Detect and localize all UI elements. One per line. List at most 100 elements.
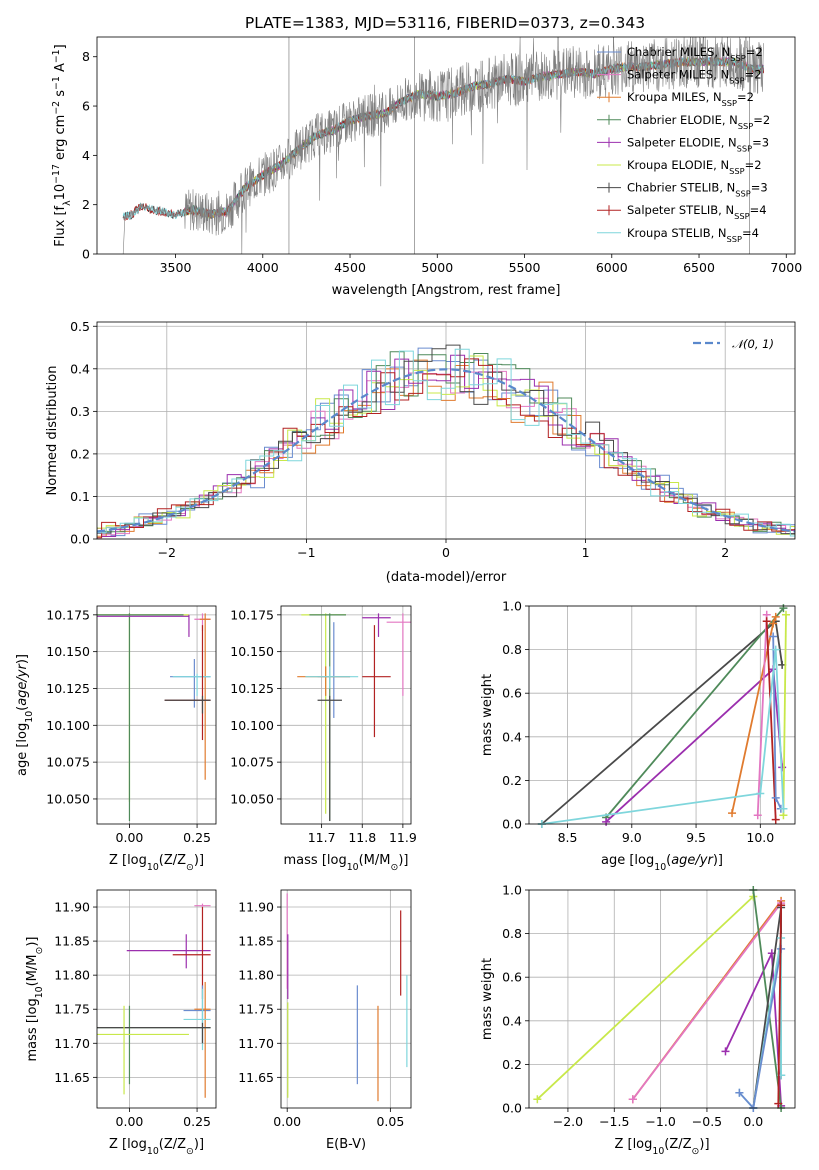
label-part: erg cm: [53, 115, 68, 164]
label-part: SSP: [730, 53, 745, 63]
label-part: )]: [699, 1137, 709, 1152]
tick-label-x: 0.0: [743, 1114, 763, 1129]
tick-label-y: 0.2: [502, 773, 522, 788]
tick-label-y: 0.1: [70, 489, 90, 504]
weight-series: [537, 604, 791, 828]
tick-label-y: 0.0: [502, 1101, 522, 1116]
tick-label-x: 11.7: [308, 830, 336, 845]
label-part: SSP: [734, 211, 749, 221]
label-part: SSP: [735, 189, 750, 199]
weight-vs-Z-panel: 0.0 0.2 0.4 0.6 0.8 1.0 −2.0 −1.5 −1.0 −0.5 0.0 Z […: [480, 883, 796, 1157]
tick-label-x: 0: [442, 545, 450, 560]
tick-label-y: 10.175: [230, 607, 274, 622]
label-part: Salpeter MILES, N: [627, 68, 729, 82]
tick-label-y: 11.75: [238, 1002, 274, 1017]
label-part: Salpeter ELODIE, N: [627, 135, 737, 149]
label-part: )]: [713, 853, 723, 868]
label-part: (: [666, 853, 671, 868]
tick-label-x: 3500: [160, 260, 192, 275]
weight-point-marker: [779, 604, 788, 613]
tick-label-x: 0.00: [116, 1114, 144, 1129]
tick-label-y: 11.70: [238, 1036, 274, 1051]
tick-label-x: −0.5: [692, 1114, 722, 1129]
legend-entry-label: Chabrier ELODIE, NSSP=2: [627, 113, 770, 131]
label-part: (: [15, 706, 30, 711]
x-axis-label: wavelength [Angstrom, rest frame]: [332, 283, 561, 298]
figure-title: PLATE=1383, MJD=53116, FIBERID=0373, z=0…: [245, 14, 645, 32]
x-axis-label: Z [log10(Z/Z⊙)]: [109, 853, 204, 873]
label-part: 10: [147, 862, 159, 873]
axes-frame: [280, 605, 412, 825]
label-part: (M/M: [25, 955, 40, 987]
tick-label-y: 1.0: [502, 883, 522, 898]
tick-label-y: 0.0: [70, 532, 90, 547]
weight-line: [536, 895, 754, 1100]
residual-histogram: [97, 358, 795, 539]
label-part: SSP: [722, 98, 737, 108]
label-part: =2: [737, 90, 754, 104]
tick-label-y: 0.6: [502, 970, 522, 985]
tick-label-y: 6: [82, 99, 90, 114]
y-axis-label: age [log10(age/yr)]: [15, 654, 35, 776]
axes-frame: [528, 889, 796, 1109]
weight-line: [541, 649, 785, 825]
tick-label-y: 10.050: [230, 791, 274, 806]
label-part: (M/M: [359, 853, 391, 868]
weight-point-marker: [774, 1099, 783, 1108]
weight-point-marker: [533, 1095, 542, 1104]
weight-point-marker: [769, 619, 778, 628]
label-part: =2: [746, 45, 763, 59]
label-part: =2: [745, 68, 762, 82]
label-part: Z [log: [109, 1137, 147, 1152]
label-part: (Z/Z: [664, 1137, 691, 1152]
axes-frame: [96, 605, 217, 825]
tick-label-y: 0.8: [502, 642, 522, 657]
tick-label-y: 11.90: [238, 900, 274, 915]
tick-label-y: 10.050: [46, 791, 90, 806]
tick-label-x: 0.00: [273, 1114, 301, 1129]
tick-label-y: 11.80: [238, 968, 274, 983]
histograms: [97, 344, 795, 539]
label-part: SSP: [737, 143, 752, 153]
label-part: Kroupa MILES, N: [627, 90, 722, 104]
label-part: −17: [51, 164, 62, 184]
tick-label-y: 10.125: [46, 681, 90, 696]
tick-label-y: 10.075: [46, 755, 90, 770]
tick-label-x: 5000: [421, 260, 453, 275]
label-part: Kroupa STELIB, N: [627, 226, 727, 240]
tick-label-x: 4500: [334, 260, 366, 275]
weight-point-marker: [721, 1047, 730, 1056]
tick-label-x: 0.00: [116, 830, 144, 845]
weight-line: [632, 902, 782, 1100]
axes-frame: [96, 36, 796, 255]
observed-spectrum-line: [122, 37, 764, 254]
age-vs-mass-panel: 10.050 10.075 10.100 10.125 10.150 10.175 11.7…: [230, 605, 417, 873]
label-part: −2: [51, 101, 62, 115]
tick-label-y: 10.075: [230, 755, 274, 770]
tick-label-x: 8.5: [558, 830, 578, 845]
weight-vs-age-panel: 0.0 0.2 0.4 0.6 0.8 1.0 8.5 9.0 9.5 10.0 age [log1…: [480, 599, 796, 873]
label-part: s: [53, 90, 68, 101]
label-part: ]: [53, 44, 68, 49]
label-part: (Z/Z: [159, 853, 186, 868]
y-axis-label: Flux [fλ10−17 erg cm−2 s−1 A−1]: [51, 44, 73, 246]
tick-label-x: 5500: [509, 260, 541, 275]
tick-label-y: 0.8: [502, 926, 522, 941]
tick-label-y: 10.150: [46, 644, 90, 659]
tick-label-x: −1.5: [599, 1114, 629, 1129]
weight-point-marker: [756, 789, 765, 798]
tick-label-y: 11.80: [54, 968, 90, 983]
tick-label-x: 10.0: [746, 830, 774, 845]
mass-vs-Z-panel: 11.65 11.70 11.75 11.80 11.85 11.90 0.00 0.25 Z …: [25, 889, 217, 1157]
label-part: age/yr: [671, 853, 714, 868]
label-part: ⊙: [692, 1146, 700, 1157]
label-part: SSP: [729, 76, 744, 86]
legend-entry-label: Chabrier STELIB, NSSP=3: [627, 181, 768, 199]
weight-point-marker: [735, 1088, 744, 1097]
axes-frame: [96, 321, 796, 540]
label-part: SSP: [727, 234, 742, 244]
tick-label-x: 1: [582, 545, 590, 560]
tick-label-x: 7000: [770, 260, 802, 275]
label-part: 10: [347, 862, 359, 873]
label-part: =3: [752, 135, 769, 149]
